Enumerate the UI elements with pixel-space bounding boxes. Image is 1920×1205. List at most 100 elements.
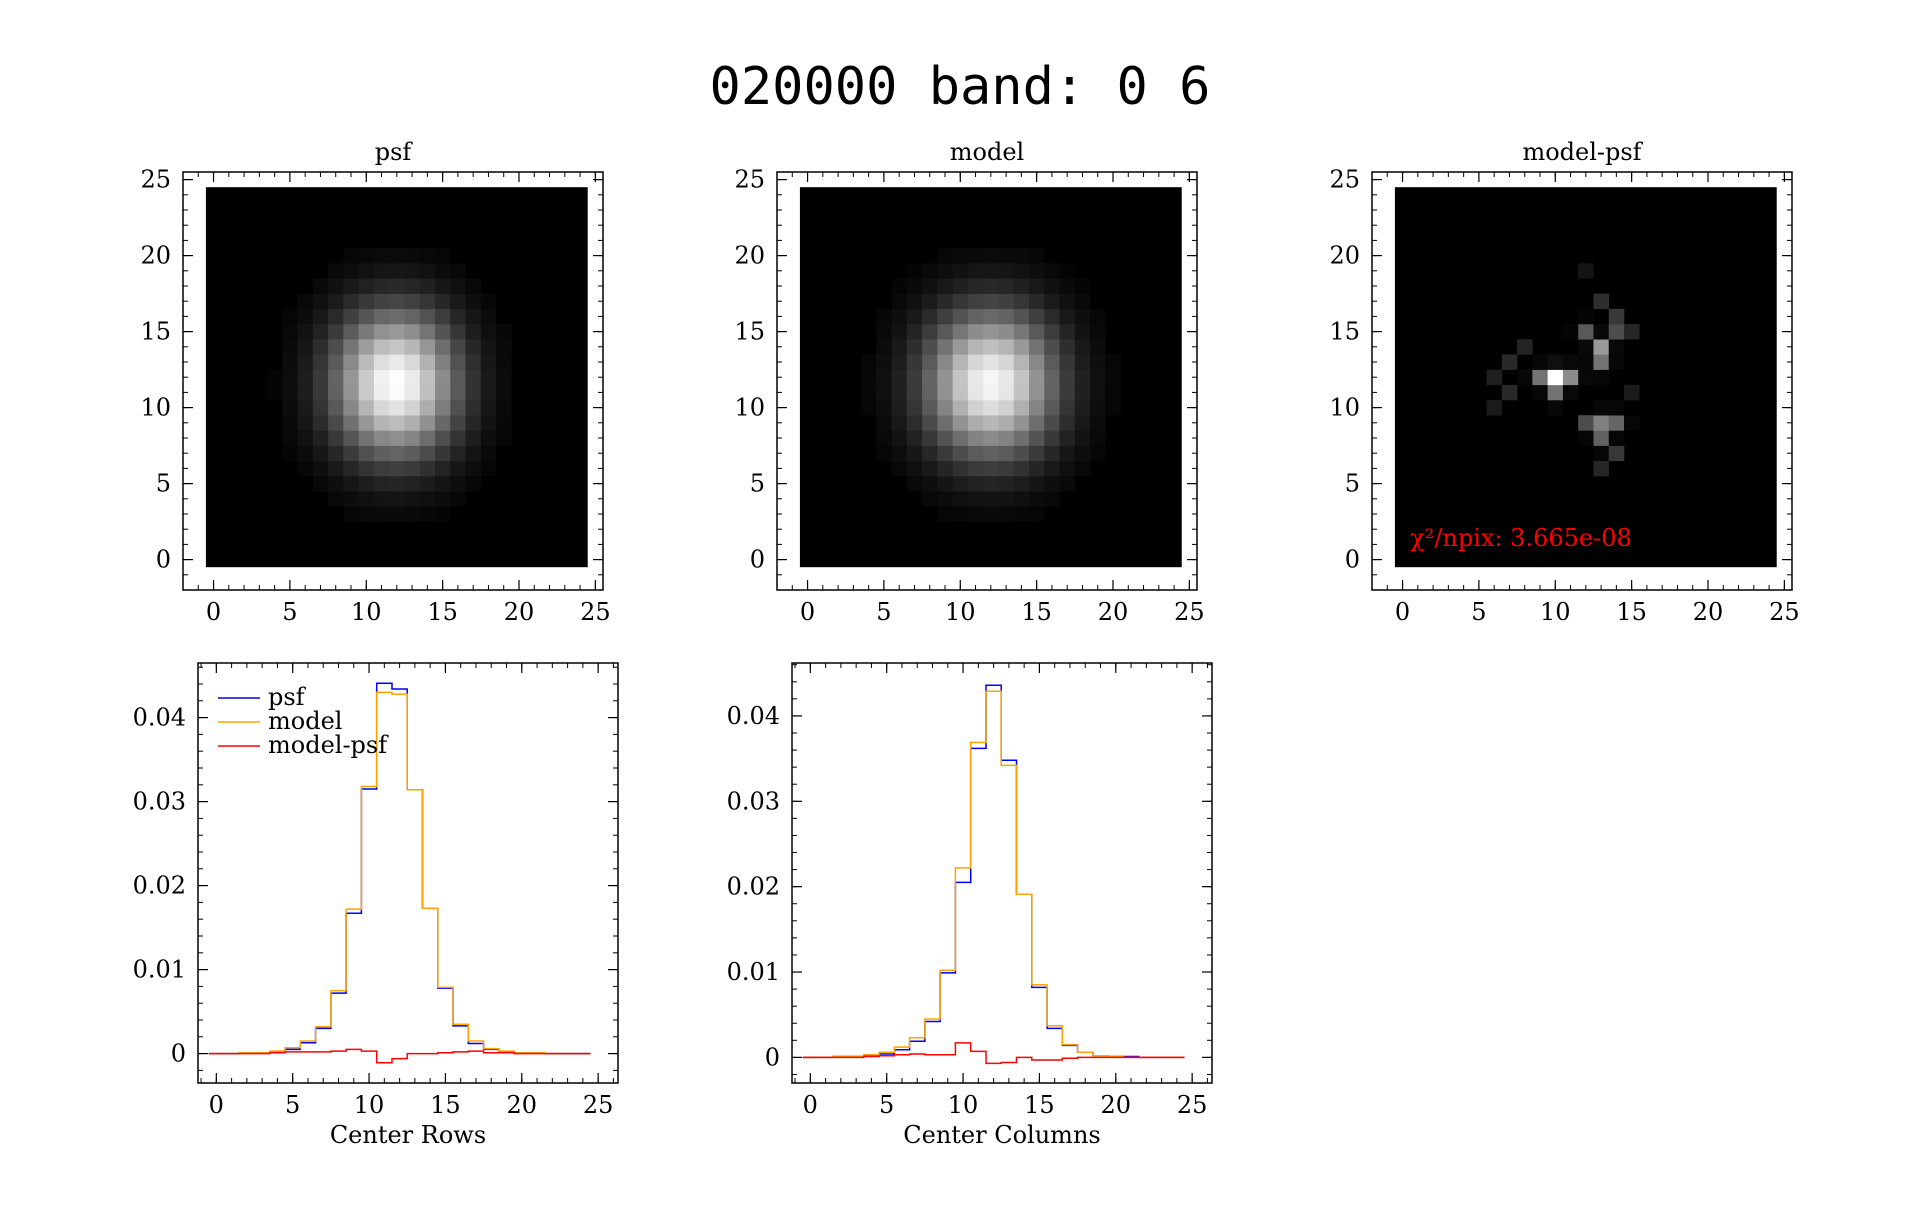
pixel: [1013, 445, 1030, 462]
pixel: [1044, 308, 1060, 325]
pixel: [358, 476, 375, 492]
x-tick-label: 10: [1540, 598, 1571, 626]
pixel: [1532, 354, 1548, 370]
pixel: [435, 491, 451, 507]
pixel: [404, 369, 421, 386]
pixel: [952, 248, 969, 264]
pixel: [983, 430, 999, 446]
panel-center-columns: 0 5 10 15 20 25 0 0.01 0.02 0.03 0.04 Center Column…: [727, 662, 1213, 1149]
x-tick-label: 20: [1098, 598, 1129, 626]
pixel: [297, 293, 314, 310]
pixel: [922, 384, 938, 401]
pixel: [358, 460, 375, 477]
pixel: [891, 339, 908, 355]
pixel: [465, 400, 482, 416]
pixel: [282, 308, 298, 325]
pixel: [998, 506, 1015, 522]
pixel: [1013, 369, 1030, 386]
x-tick-label: 0: [803, 1091, 818, 1119]
pixel: [967, 293, 984, 310]
pixel: [358, 293, 375, 310]
pixel: [480, 445, 497, 462]
pixel: [312, 384, 329, 401]
pixel: [404, 384, 421, 401]
pixel: [312, 415, 329, 431]
pixel: [450, 339, 466, 355]
pixel: [373, 308, 390, 325]
pixel: [328, 278, 344, 294]
pixel: [967, 324, 984, 340]
pixel: [450, 384, 466, 401]
pixel: [952, 354, 969, 370]
pixel: [343, 354, 359, 370]
pixel: [358, 324, 375, 340]
pixel: [876, 430, 892, 446]
pixel: [465, 293, 482, 310]
pixel: [389, 491, 405, 507]
pixel: [450, 460, 466, 477]
pixel: [1501, 354, 1518, 370]
pixel: [328, 324, 344, 340]
x-tick-label: 5: [285, 1091, 300, 1119]
pixel: [876, 339, 892, 355]
x-tick-label: 15: [427, 598, 458, 626]
pixel: [389, 293, 405, 310]
pixel: [1562, 324, 1579, 340]
pixel: [404, 415, 421, 431]
pixel: [1013, 476, 1030, 492]
pixel: [1090, 445, 1106, 462]
pixel: [328, 263, 344, 279]
pixel: [450, 278, 466, 294]
pixel: [358, 415, 375, 431]
pixel: [328, 384, 344, 401]
pixel: [1059, 384, 1076, 401]
pixel: [922, 476, 938, 492]
pixel: [480, 415, 497, 431]
pixel: [496, 339, 512, 355]
pixel: [404, 278, 421, 294]
pixel: [435, 339, 451, 355]
pixel: [1059, 445, 1076, 462]
pixel: [1074, 400, 1091, 416]
pixel: [496, 400, 512, 416]
pixel: [328, 415, 344, 431]
pixel: [1013, 430, 1030, 446]
pixel: [876, 415, 892, 431]
pixel: [937, 430, 953, 446]
x-tick-label: 25: [1174, 598, 1205, 626]
pixel: [1090, 384, 1106, 401]
pixel: [496, 354, 512, 370]
pixel: [922, 430, 938, 446]
pixel: [373, 369, 390, 386]
x-tick-label: 20: [507, 1091, 538, 1119]
pixel: [1624, 384, 1640, 401]
pixel: [297, 430, 314, 446]
pixel: [480, 384, 497, 401]
pixel: [891, 324, 908, 340]
pixel: [1044, 445, 1060, 462]
pixel: [891, 278, 908, 294]
pixel: [952, 415, 969, 431]
pixel: [419, 354, 436, 370]
pixel: [480, 354, 497, 370]
pixel: [465, 476, 482, 492]
pixel: [450, 293, 466, 310]
pixel: [1044, 369, 1060, 386]
pixel: [328, 460, 344, 477]
pixel: [998, 384, 1015, 401]
pixel: [1074, 445, 1091, 462]
pixel: [998, 460, 1015, 477]
pixel: [435, 324, 451, 340]
pixel: [1547, 400, 1564, 416]
pixel: [937, 339, 953, 355]
pixel: [1059, 278, 1076, 294]
pixel: [1029, 460, 1045, 477]
pixel: [343, 430, 359, 446]
pixel: [404, 506, 421, 522]
pixel: [312, 400, 329, 416]
pixel: [328, 445, 344, 462]
pixel: [952, 384, 969, 401]
series-model-psf: [208, 1048, 591, 1064]
pixel: [1578, 430, 1594, 446]
pixel: [1013, 248, 1030, 264]
